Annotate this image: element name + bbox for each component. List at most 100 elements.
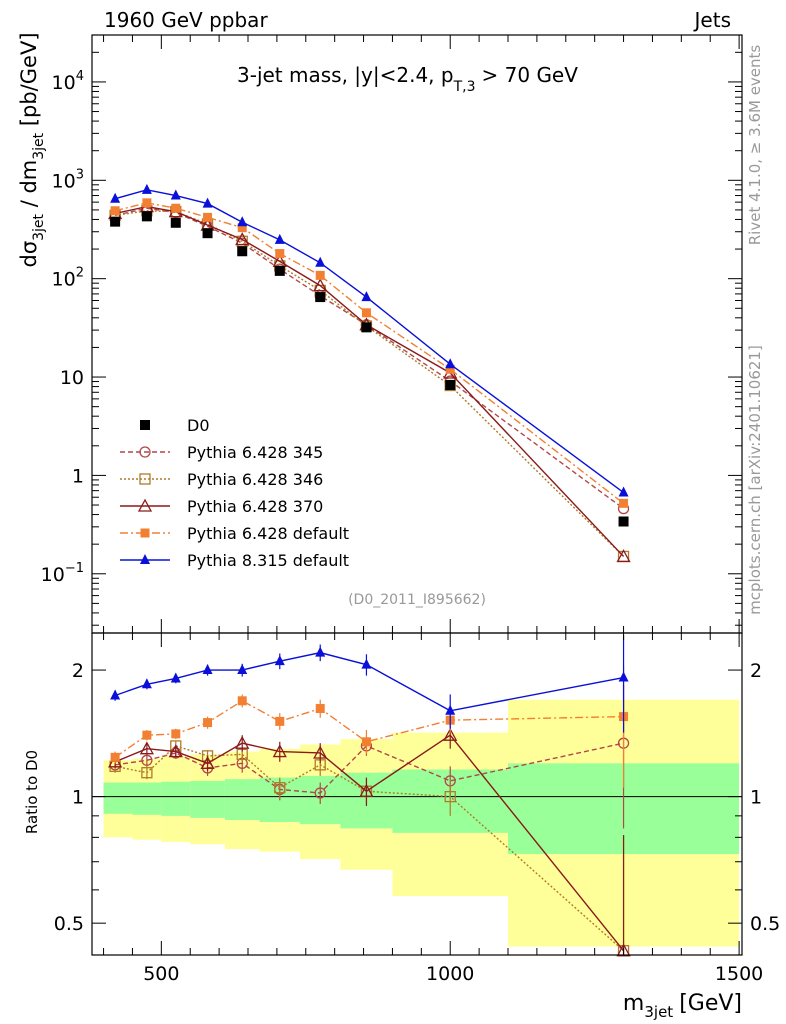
series-3-ratio-point <box>203 718 213 728</box>
series-4-point <box>315 256 326 267</box>
series-4-point <box>141 183 152 194</box>
series-4-ratio-point <box>237 664 248 675</box>
y-tick-label-base: 10 <box>41 564 65 586</box>
x-axis-label: m3jet [GeV] <box>623 991 742 1021</box>
series-4-ratio-line <box>114 651 624 712</box>
series-2-ratio-point <box>359 783 374 797</box>
y-tick-label-base: 10 <box>52 269 76 291</box>
series-4-ratio-point <box>141 678 152 689</box>
series-4-point <box>170 189 181 200</box>
series-layer <box>108 183 631 957</box>
series-3-point <box>361 308 371 318</box>
x-tick-label: 1500 <box>715 963 763 985</box>
legend-marker <box>140 420 150 430</box>
legend-marker <box>139 446 151 458</box>
y-tick-label: 103 <box>52 167 84 192</box>
data-point <box>110 216 121 227</box>
x-axis-label-main: m <box>623 991 644 1016</box>
legend-marker <box>140 554 150 564</box>
series-3-point <box>315 270 325 280</box>
series-2-ratio-point <box>139 741 154 755</box>
series-3-ratio-line <box>114 699 624 758</box>
series-3-point <box>171 203 181 213</box>
y-tick-label: 104 <box>52 69 84 94</box>
series-4-ratio-point <box>315 646 326 657</box>
y-axis-label-part: dσ <box>17 241 41 268</box>
series-4-ratio-point <box>110 689 121 700</box>
series-4-line <box>114 189 624 494</box>
y-tick-label-exponent: 2 <box>76 266 84 281</box>
ratio-tick-label: 2 <box>72 660 84 682</box>
series-4-point <box>618 486 629 497</box>
analysis-id: (D0_2011_I895662) <box>348 592 486 608</box>
stat-uncertainty-band <box>161 781 191 816</box>
series-3-ratio-point <box>110 752 120 762</box>
y-tick-label: 10−1 <box>41 561 84 586</box>
series-3-point <box>275 249 285 259</box>
mcplots-credit: mcplots.cern.ch [arXiv:2401.10621] <box>746 345 764 615</box>
series-3-point <box>203 212 213 222</box>
stat-uncertainty-band <box>103 782 133 814</box>
ratio-axis-label: Ratio to D0 <box>23 750 41 834</box>
data-point <box>202 228 213 239</box>
series-3-ratio-point <box>171 729 181 739</box>
legend-label: D0 <box>187 416 210 435</box>
series-4-ratio-point <box>618 671 629 682</box>
y-axis-label-sub: 3jet <box>31 213 47 240</box>
series-4-point <box>361 291 372 302</box>
data-point <box>445 379 456 390</box>
y-tick-label-base: 10 <box>52 72 76 94</box>
series-2-point <box>616 549 631 563</box>
data-point <box>361 322 372 333</box>
data-point <box>274 265 285 276</box>
series-3-ratio-point <box>275 716 285 726</box>
y-axis-label: dσ3jet / dm3jet [pb/GeV] <box>17 32 47 267</box>
legend-label: Pythia 6.428 default <box>187 524 349 543</box>
legend-label: Pythia 6.428 345 <box>187 443 323 462</box>
series-3-ratio-point <box>361 737 371 747</box>
series-2-ratio-line <box>114 734 625 952</box>
series-4-ratio-point <box>202 664 213 675</box>
data-point <box>618 516 629 527</box>
y-axis-label-part: [pb/GeV] <box>17 32 41 132</box>
series-4-ratio-point <box>274 655 285 666</box>
series-2-ratio-point <box>200 755 215 769</box>
legend-label: Pythia 6.428 346 <box>187 470 323 489</box>
rivet-version: Rivet 4.1.0, ≥ 3.6M events <box>746 45 764 246</box>
series-2-ratio-point <box>168 744 183 758</box>
x-axis-label-sub: 3jet <box>644 1003 673 1021</box>
series-1-ratio-point <box>141 767 153 779</box>
series-2-ratio-point <box>235 735 250 749</box>
header-left: 1960 GeV ppbar <box>104 8 268 32</box>
y-tick-label-base: 10 <box>52 170 76 192</box>
chart-title-main: 3-jet mass, |y|<2.4, p <box>237 63 454 87</box>
y-tick-label: 10 <box>60 367 84 389</box>
header-right: Jets <box>693 8 731 32</box>
legend-marker <box>139 473 151 485</box>
data-point <box>170 217 181 228</box>
legend-marker <box>137 498 153 512</box>
ratio-tick-label: 1 <box>72 787 84 809</box>
series-2-line <box>114 205 625 557</box>
series-2-ratio-point <box>616 943 631 957</box>
series-2-point <box>313 278 328 292</box>
data-point <box>237 246 248 257</box>
series-1-ratio-point <box>274 782 286 794</box>
series-3-ratio-point <box>315 704 325 714</box>
chart-title-sub: T,3 <box>453 79 476 95</box>
series-0-ratio-point <box>141 754 153 766</box>
ratio-tick-label-right: 0.5 <box>750 913 780 935</box>
y-tick-label: 102 <box>52 266 84 291</box>
series-1-line <box>115 210 625 557</box>
stat-uncertainty-band <box>190 780 225 818</box>
series-0-line <box>114 207 624 510</box>
series-4-point <box>445 358 456 369</box>
legend-label: Pythia 8.315 default <box>187 551 349 570</box>
series-3-point <box>619 498 629 508</box>
series-2-point <box>235 232 250 246</box>
y-tick-label-exponent: 3 <box>76 167 84 182</box>
series-2-ratio-point <box>443 727 458 741</box>
series-3-point <box>237 223 247 233</box>
